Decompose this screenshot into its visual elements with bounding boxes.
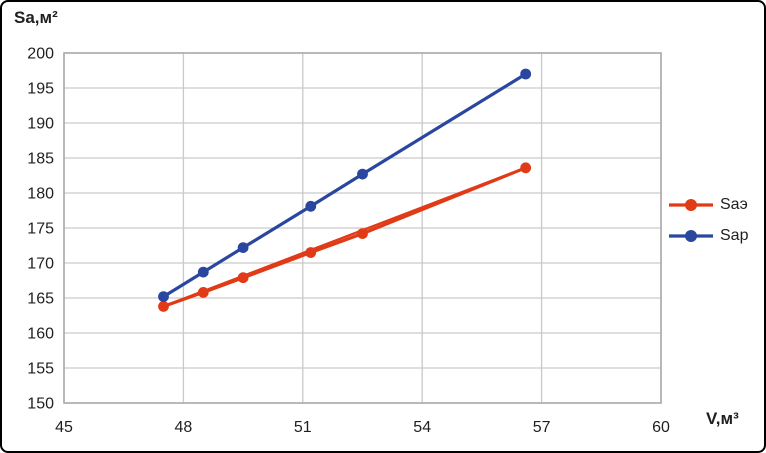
x-tick-label: 60 (652, 419, 670, 436)
y-tick-label: 200 (27, 46, 54, 63)
series-line (161, 166, 528, 308)
plot-frame (63, 52, 662, 404)
x-axis-title: V,м³ (706, 409, 739, 428)
series-marker (237, 242, 249, 254)
y-tick-label: 170 (27, 256, 54, 273)
x-tick-label: 57 (533, 419, 551, 436)
series-marker (357, 168, 368, 180)
series-line (161, 72, 528, 299)
legend-item: Sap (668, 227, 748, 245)
legend-label: Saэ (720, 196, 748, 213)
x-tick-label: 54 (413, 419, 431, 436)
x-tick-label: 51 (294, 419, 312, 436)
series-marker (237, 272, 249, 284)
series-marker (158, 291, 169, 302)
y-tick-label: 160 (27, 326, 54, 343)
y-axis-title: Sa,м² (14, 8, 58, 27)
y-tick-label: 195 (27, 81, 54, 98)
legend-marker-icon (669, 199, 713, 211)
y-tick-label: 165 (27, 291, 54, 308)
series-marker (520, 68, 532, 80)
series-marker (197, 266, 209, 278)
y-tick-label: 150 (27, 396, 54, 413)
y-tick-label: 185 (27, 151, 54, 168)
series-marker (197, 287, 209, 298)
y-tick-label: 175 (27, 221, 54, 238)
legend-marker-icon (669, 230, 713, 242)
legend-item: Saэ (668, 196, 748, 214)
series-marker (305, 247, 317, 258)
y-tick-label: 180 (27, 186, 54, 203)
y-tick-label: 190 (27, 116, 54, 133)
x-tick-label: 45 (55, 419, 73, 436)
y-tick-label: 155 (27, 361, 54, 378)
series-marker (305, 200, 317, 212)
legend: Saэ Sap (668, 196, 748, 245)
series-marker (520, 162, 532, 174)
series-marker (158, 301, 169, 312)
series-marker (357, 228, 368, 240)
legend-label: Sap (720, 227, 749, 244)
x-tick-label: 48 (175, 419, 193, 436)
